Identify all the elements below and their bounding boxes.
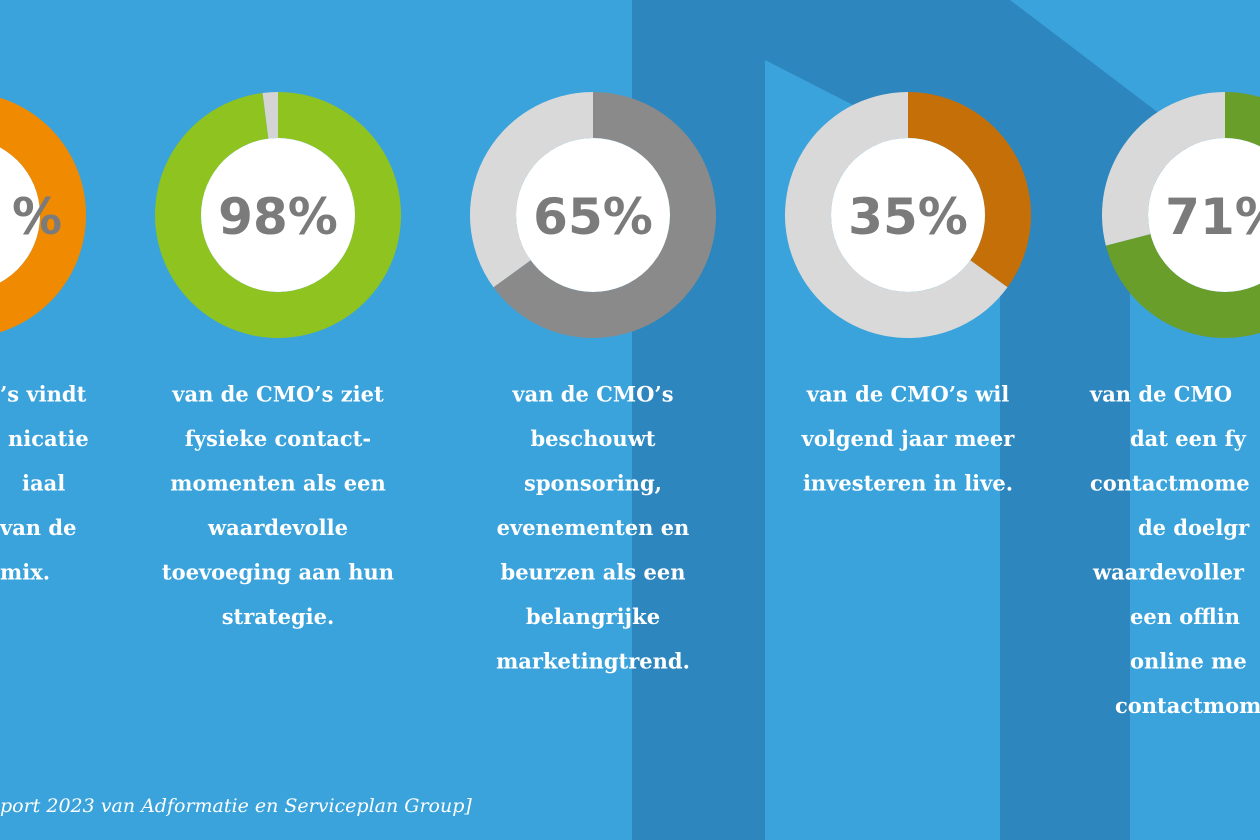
donut-hole (831, 138, 985, 292)
donut-segment (1105, 92, 1260, 338)
description-line: een offlin (1130, 604, 1240, 629)
description-line: nicatie (8, 426, 89, 451)
donut-segment (154, 92, 401, 338)
description-line: van de CMO’s ziet (171, 382, 384, 407)
description-line: beurzen als een (501, 560, 686, 585)
description-line: waardevoller (1092, 560, 1245, 585)
description-line: sponsoring, (524, 471, 662, 496)
percentage-label: 98% (218, 188, 338, 246)
percentage-label: 71% (1165, 188, 1260, 246)
donut-segment (470, 92, 593, 288)
description-line: mix. (0, 560, 50, 585)
description-line: beschouwt (531, 426, 656, 451)
description-line: fysieke contact- (185, 426, 371, 451)
percentage-label: 35% (848, 188, 968, 246)
description-line: volgend jaar meer (801, 426, 1016, 451)
donut-segment (784, 92, 1008, 338)
donut-segment (493, 92, 717, 338)
description-line: online me (1130, 649, 1247, 674)
donut-segment (0, 97, 86, 333)
donut-hole (1148, 138, 1260, 292)
description-line: ’s vindt (0, 382, 87, 407)
description-line: marketingtrend. (496, 649, 690, 674)
description-line: toevoeging aan hun (162, 560, 394, 585)
description-line: de doelgr (1138, 515, 1250, 540)
description-line: dat een fy (1130, 426, 1247, 451)
description-line: belangrijke (526, 604, 660, 629)
source-note: port 2023 van Adformatie en Serviceplan … (0, 795, 472, 817)
donut-hole (201, 138, 355, 292)
description-line: contactmom (1115, 693, 1260, 718)
percentage-label: % (12, 188, 62, 246)
donut-hole (0, 147, 40, 283)
description-line: investeren in live. (803, 471, 1013, 496)
description-line: momenten als een (170, 471, 385, 496)
description-line: evenementen en (497, 515, 690, 540)
donut-segment (1102, 92, 1225, 246)
description-line: strategie. (222, 604, 335, 629)
description-line: van de (0, 515, 76, 540)
description-line: van de CMO’s (511, 382, 673, 407)
description-line: waardevolle (207, 515, 348, 540)
percentage-label: 65% (533, 188, 653, 246)
description-line: van de CMO (1089, 382, 1232, 407)
description-line: van de CMO’s wil (806, 382, 1009, 407)
donut-segment (908, 92, 1031, 288)
donut-hole (516, 138, 670, 292)
description-line: iaal (22, 471, 65, 496)
donut-segment (262, 92, 278, 139)
description-line: contactmome (1090, 471, 1250, 496)
